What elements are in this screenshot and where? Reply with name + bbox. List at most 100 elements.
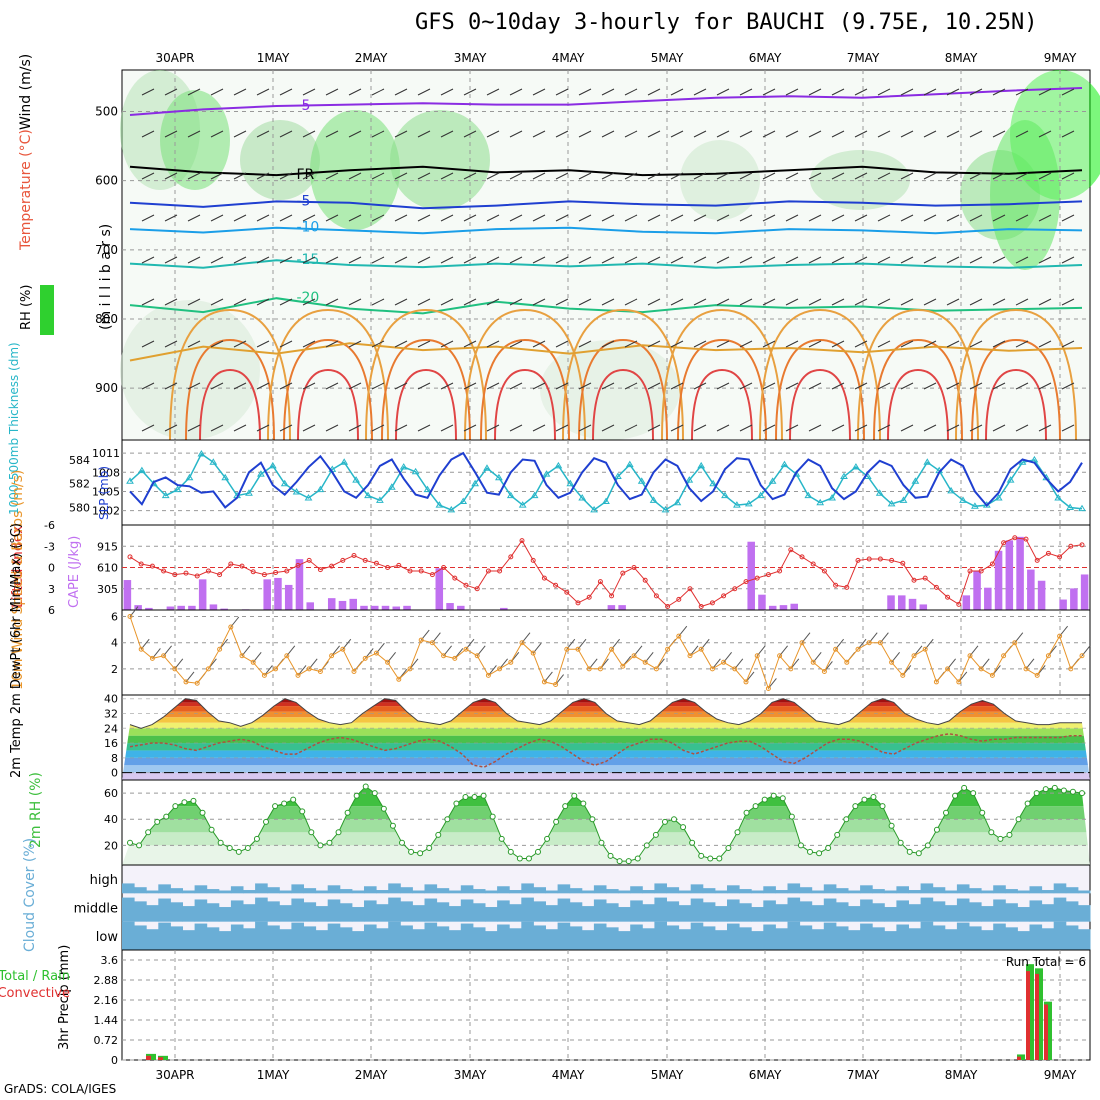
wind-barb (831, 340, 845, 348)
lifted-index-panel: -6 -3 0 3 6 305 610 915 Lifted Index CAPE (J/kg) (10, 519, 1091, 617)
wind-barb (256, 256, 270, 264)
wind-barb (302, 382, 316, 390)
li-point (967, 568, 973, 574)
cloud-bar (218, 907, 232, 922)
li-point (172, 572, 178, 578)
wind-barb (923, 382, 937, 390)
rh-point (870, 794, 877, 800)
wind-barb (877, 130, 891, 138)
wind-point (373, 650, 379, 656)
wind-barb (785, 88, 799, 96)
li-point (239, 563, 245, 569)
cloud-panel: high middle low Cloud Cover (%) (22, 838, 1091, 952)
wind-barb (440, 298, 454, 306)
wind-barb (1015, 172, 1029, 180)
li-point (698, 603, 704, 609)
li-point (687, 586, 693, 592)
rh-point (154, 818, 161, 825)
wind-barb (831, 424, 845, 432)
cloud-bar (727, 923, 740, 950)
temp-tick-label: 24 (104, 722, 118, 735)
rh-point (226, 845, 233, 851)
li-point (351, 552, 357, 558)
rh-point (970, 790, 977, 797)
wind-barb (923, 88, 937, 96)
wind-barb (1015, 340, 1029, 348)
cloud-bar (690, 884, 704, 894)
wind-barb (992, 88, 1006, 96)
rh-point (190, 797, 197, 804)
li-point (1057, 554, 1063, 560)
wind-barb (900, 256, 914, 264)
thickness-point (138, 466, 146, 474)
thickness-point (459, 497, 468, 505)
cloud-bar (134, 887, 147, 894)
pressure-axis-label: (m i l l i b a r s) (98, 224, 114, 330)
wind-barb (877, 340, 891, 348)
wind-barb (187, 172, 201, 180)
cloud-bar (739, 889, 752, 894)
cloud-bar (364, 900, 377, 922)
thickness-point (649, 496, 658, 503)
wind-tick-label: 2 (111, 663, 118, 676)
cloud-bar (424, 922, 438, 950)
li-point (889, 557, 895, 563)
rh-point (1033, 790, 1040, 797)
wind-barb (509, 214, 523, 222)
wind-barb (1038, 382, 1052, 390)
li-point (575, 600, 581, 606)
wind-barb (371, 340, 385, 348)
wind-barb (509, 88, 523, 96)
wind-barb (739, 256, 753, 264)
wind-point (127, 614, 133, 620)
wind-barb (233, 298, 247, 306)
cloud-bar (848, 890, 861, 894)
wind-barb (164, 88, 178, 96)
wind-point (609, 646, 615, 652)
cloud-bar (134, 925, 147, 950)
wind-point (306, 666, 312, 672)
thickness-point (245, 489, 253, 496)
wind-point (855, 646, 861, 652)
wind-point (1079, 653, 1085, 659)
wind-barb (762, 214, 776, 222)
cloud-bar (969, 926, 982, 950)
rh-point (752, 803, 759, 810)
wind-barb (509, 130, 523, 138)
cloud-bar (460, 899, 474, 922)
li-point (620, 570, 626, 576)
thickness-point (590, 505, 598, 513)
li-point (1079, 542, 1085, 548)
cloud-bar (581, 906, 595, 922)
cloud-bar (896, 900, 909, 922)
li-point (295, 562, 301, 568)
wind-barb (463, 130, 477, 138)
wind-barb (210, 256, 224, 264)
wind-barb (624, 256, 638, 264)
li-point (855, 557, 861, 563)
cloud-bar (364, 924, 377, 950)
cloud-bar (170, 926, 183, 950)
wind-barb (624, 130, 638, 138)
wind-barb (348, 340, 362, 348)
wind-point (743, 679, 749, 685)
wind-barb (440, 424, 454, 432)
thickness-point (947, 486, 955, 494)
precip-frame (121, 949, 1091, 1061)
wind-point (732, 666, 738, 672)
thickness-point (637, 477, 646, 484)
temp-band (122, 717, 1090, 723)
rh-point (516, 855, 523, 862)
cloud-bar (339, 927, 353, 950)
li-point (418, 568, 424, 574)
li-point (564, 589, 570, 595)
temp-band (122, 711, 1090, 718)
wind-barb (463, 172, 477, 180)
wind-barb (1015, 382, 1029, 390)
cloud-bar (255, 921, 268, 950)
bottom-date-label: 3MAY (454, 1068, 487, 1082)
li-point (205, 568, 211, 574)
cloud-bar (448, 890, 462, 894)
wind-barb (969, 256, 983, 264)
rh-tick-label: 60 (104, 787, 118, 800)
